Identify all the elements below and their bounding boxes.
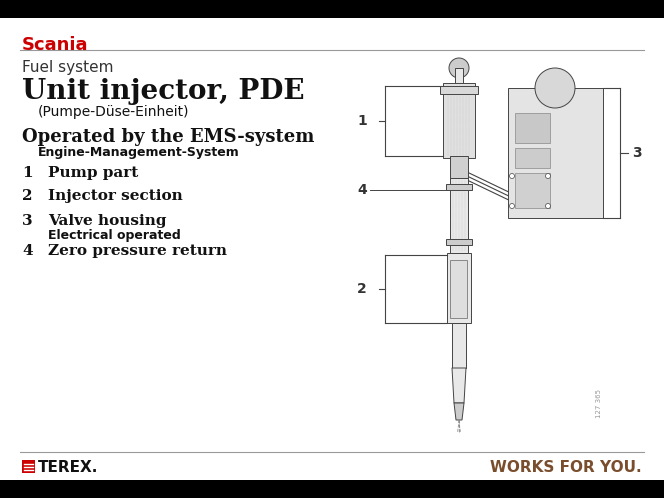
Bar bbox=[450, 260, 467, 318]
Bar bbox=[446, 239, 472, 245]
Text: TEREX.: TEREX. bbox=[38, 460, 98, 475]
Text: 127 365: 127 365 bbox=[596, 389, 602, 418]
Bar bbox=[0, 0, 664, 18]
Text: Electrical operated: Electrical operated bbox=[48, 229, 181, 242]
Text: Pump part: Pump part bbox=[48, 166, 138, 180]
Circle shape bbox=[546, 173, 550, 178]
Text: Fuel system: Fuel system bbox=[22, 60, 114, 75]
Text: 3: 3 bbox=[632, 146, 641, 160]
Circle shape bbox=[509, 173, 515, 178]
Text: 3: 3 bbox=[22, 214, 33, 228]
Text: Engine-Management-System: Engine-Management-System bbox=[38, 146, 240, 159]
Bar bbox=[446, 184, 472, 190]
Text: Valve housing: Valve housing bbox=[48, 214, 167, 228]
Bar bbox=[515, 148, 550, 168]
Text: (Pumpe-Düse-Einheit): (Pumpe-Düse-Einheit) bbox=[38, 105, 189, 119]
Text: 2: 2 bbox=[22, 189, 33, 203]
Text: 1: 1 bbox=[357, 114, 367, 128]
Bar bbox=[455, 68, 463, 83]
Bar bbox=[452, 323, 466, 368]
Polygon shape bbox=[454, 403, 464, 420]
Bar bbox=[0, 480, 664, 498]
Bar bbox=[515, 173, 550, 208]
Text: Scania: Scania bbox=[22, 36, 88, 54]
Text: Unit injector, PDE: Unit injector, PDE bbox=[22, 78, 305, 105]
Text: Zero pressure return: Zero pressure return bbox=[48, 244, 227, 258]
Text: 2: 2 bbox=[357, 282, 367, 296]
Bar bbox=[447, 253, 471, 323]
Text: WORKS FOR YOU.: WORKS FOR YOU. bbox=[491, 460, 642, 475]
Bar bbox=[508, 88, 603, 218]
Circle shape bbox=[535, 68, 575, 108]
Bar bbox=[443, 83, 475, 158]
Circle shape bbox=[546, 204, 550, 209]
Text: Operated by the EMS-system: Operated by the EMS-system bbox=[22, 128, 314, 146]
Text: 1: 1 bbox=[22, 166, 33, 180]
Circle shape bbox=[449, 58, 469, 78]
Text: 4: 4 bbox=[22, 244, 33, 258]
Text: Injector section: Injector section bbox=[48, 189, 183, 203]
Bar bbox=[22, 460, 35, 473]
Text: 4: 4 bbox=[357, 183, 367, 197]
Bar bbox=[440, 86, 478, 94]
Bar bbox=[515, 113, 550, 143]
Bar bbox=[450, 156, 468, 178]
Circle shape bbox=[509, 204, 515, 209]
Polygon shape bbox=[452, 368, 466, 403]
Bar bbox=[450, 178, 468, 253]
